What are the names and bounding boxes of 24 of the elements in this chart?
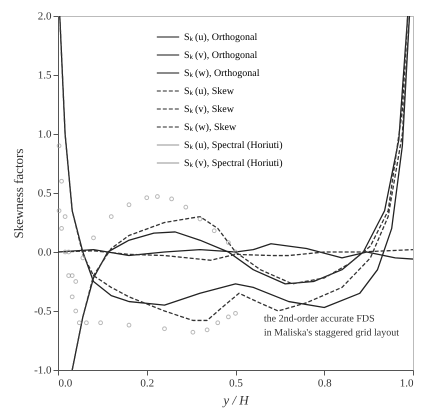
legend-label: Sₖ (v), Spectral (Horiuti) xyxy=(184,158,283,169)
legend-label: Sₖ (u), Spectral (Horiuti) xyxy=(184,140,283,151)
y-tick-label: 1.0 xyxy=(38,128,52,140)
x-tick-label: 0.5 xyxy=(229,378,244,390)
annotation: the 2nd-order accurate FDS xyxy=(264,314,375,325)
y-tick-label: -1.0 xyxy=(34,364,52,376)
legend-label: Sₖ (v), Skew xyxy=(184,104,235,115)
legend-label: Sₖ (u), Skew xyxy=(184,86,235,97)
y-tick-label: 0.5 xyxy=(38,188,52,200)
y-tick-label: -0.5 xyxy=(34,306,52,318)
y-tick-label: 0.0 xyxy=(38,246,52,258)
x-tick-label: 0.8 xyxy=(318,378,332,390)
x-tick-label: 0.0 xyxy=(58,378,73,390)
legend-label: Sₖ (w), Orthogonal xyxy=(184,68,260,79)
annotation: in Maliska's staggered grid layout xyxy=(264,328,400,339)
x-tick-label: 1.0 xyxy=(400,378,414,390)
legend-label: Sₖ (u), Orthogonal xyxy=(184,32,258,43)
x-axis-title: y / H xyxy=(221,392,250,408)
y-tick-label: 1.5 xyxy=(38,70,52,82)
legend-label: Sₖ (w), Skew xyxy=(184,122,237,133)
y-axis-title: Skewness factors xyxy=(11,148,26,238)
legend-label: Sₖ (v), Orthogonal xyxy=(184,50,258,61)
y-tick-label: 2.0 xyxy=(38,10,52,22)
x-tick-label: 0.2 xyxy=(140,378,154,390)
